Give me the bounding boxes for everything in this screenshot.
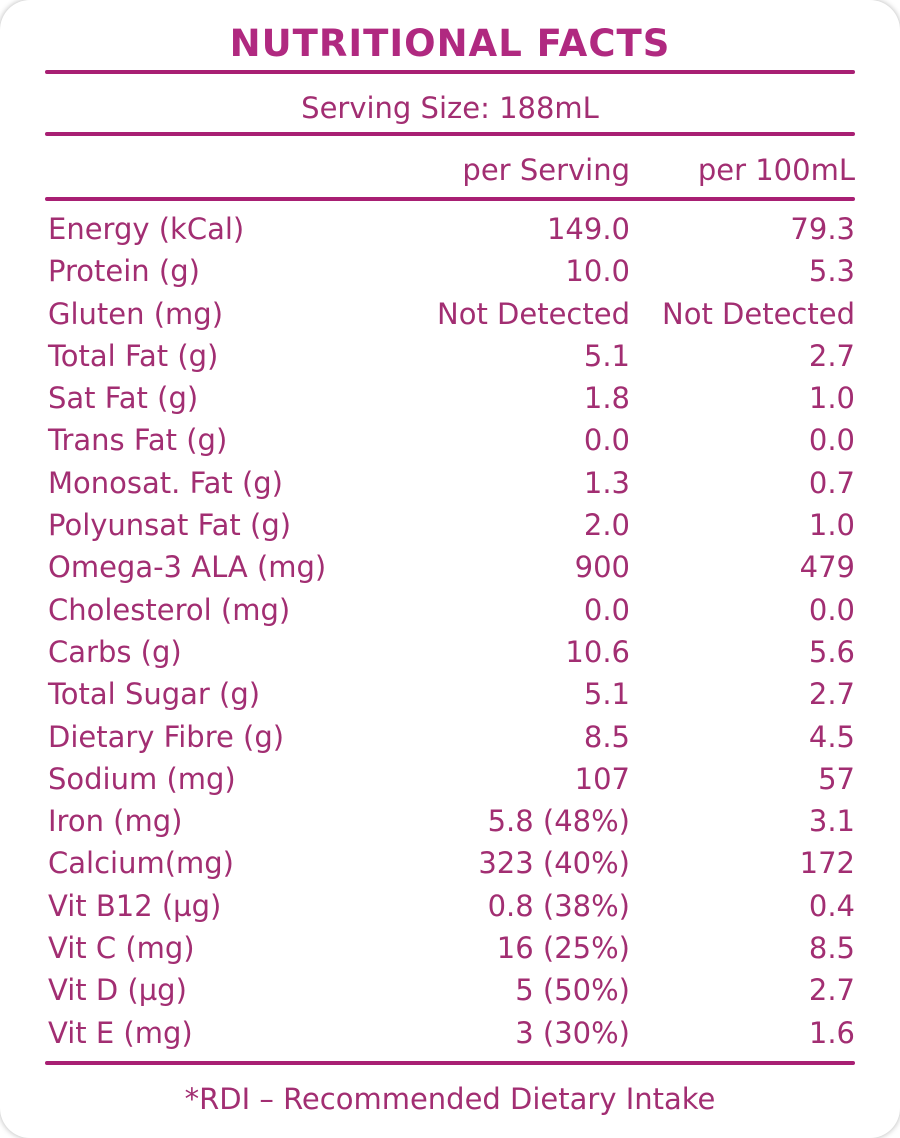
nutrient-per-serving-value: 8.5 xyxy=(583,719,630,754)
nutrient-per-serving-value: 1.3 xyxy=(583,465,630,500)
nutrient-per-100ml-value: 8.5 xyxy=(808,931,855,966)
table-row: Carbs (g) 10.6 5.6 xyxy=(0,631,900,673)
nutrient-per-serving-value: 2.0 xyxy=(583,508,630,543)
nutrient-label: Total Sugar (g) xyxy=(48,677,261,712)
table-row: Total Fat (g) 5.1 2.7 xyxy=(0,335,900,377)
nutrient-per-serving-value: 149.0 xyxy=(546,212,630,246)
nutrient-per-100ml-value: 2.7 xyxy=(808,973,855,1008)
column-header-per-serving: per Serving xyxy=(462,153,630,187)
table-row: Trans Fat (g) 0.0 0.0 xyxy=(0,419,900,461)
divider-serving xyxy=(45,132,855,136)
nutrient-per-serving-value: 900 xyxy=(574,550,630,585)
table-row: Calcium(mg) 323 (40%) 172 xyxy=(0,842,900,884)
nutrient-label: Total Fat (g) xyxy=(48,338,219,373)
divider-header xyxy=(45,197,855,201)
table-row: Vit C (mg) 16 (25%) 8.5 xyxy=(0,927,900,969)
nutrient-per-serving-value: 5.8 (48%) xyxy=(487,804,630,839)
serving-size-text: Serving Size: 188mL xyxy=(301,91,599,125)
nutrient-label: Protein (g) xyxy=(48,254,200,289)
divider-top xyxy=(45,70,855,74)
nutrient-label: Iron (mg) xyxy=(48,804,183,839)
nutrient-per-serving-value: 0.0 xyxy=(583,423,630,458)
nutrient-per-100ml-value: 0.4 xyxy=(808,888,855,923)
nutrient-table: Energy (kCal) 149.0 79.3 Protein (g) 10.0 5.3… xyxy=(0,201,900,1054)
table-row: Protein (g) 10.0 5.3 xyxy=(0,250,900,292)
nutrient-per-100ml-value: 4.5 xyxy=(808,719,855,754)
table-row: Omega-3 ALA (mg) 900 479 xyxy=(0,546,900,588)
table-row: Vit B12 (µg) 0.8 (38%) 0.4 xyxy=(0,885,900,927)
nutrient-label: Omega-3 ALA (mg) xyxy=(48,550,327,585)
nutrient-label: Vit B12 (µg) xyxy=(48,888,222,923)
nutrient-per-serving-value: 323 (40%) xyxy=(478,846,630,881)
nutrient-per-serving-value: Not Detected xyxy=(437,296,630,331)
nutrient-per-serving-value: 5 (50%) xyxy=(515,973,630,1008)
nutrient-per-100ml-value: 1.0 xyxy=(808,381,855,416)
table-row: Cholesterol (mg) 0.0 0.0 xyxy=(0,589,900,631)
nutrient-per-100ml-value: 172 xyxy=(799,846,855,881)
nutrient-per-serving-value: 1.8 xyxy=(583,381,630,416)
table-row: Vit D (µg) 5 (50%) 2.7 xyxy=(0,969,900,1011)
nutrient-label: Vit E (mg) xyxy=(48,1015,193,1050)
table-row: Dietary Fibre (g) 8.5 4.5 xyxy=(0,716,900,758)
nutrient-per-100ml-value: 57 xyxy=(818,761,855,796)
nutrient-per-100ml-value: Not Detected xyxy=(662,296,855,331)
nutrient-label: Carbs (g) xyxy=(48,634,182,669)
table-row: Monosat. Fat (g) 1.3 0.7 xyxy=(0,462,900,504)
nutrient-per-serving-value: 10.0 xyxy=(565,254,630,289)
table-row: Total Sugar (g) 5.1 2.7 xyxy=(0,673,900,715)
nutrient-label: Vit D (µg) xyxy=(48,973,187,1008)
nutrient-label: Energy (kCal) xyxy=(48,212,245,246)
table-row: Sodium (mg) 107 57 xyxy=(0,758,900,800)
nutrient-label: Sodium (mg) xyxy=(48,761,236,796)
table-row: Gluten (mg) Not Detected Not Detected xyxy=(0,293,900,335)
nutrient-per-serving-value: 3 (30%) xyxy=(515,1015,630,1050)
table-row: Sat Fat (g) 1.8 1.0 xyxy=(0,377,900,419)
page-title: NUTRITIONAL FACTS xyxy=(229,22,671,65)
nutrient-per-100ml-value: 2.7 xyxy=(808,677,855,712)
nutrient-per-100ml-value: 1.6 xyxy=(808,1015,855,1050)
nutrient-per-serving-value: 5.1 xyxy=(583,677,630,712)
nutrient-per-100ml-value: 0.0 xyxy=(808,592,855,627)
table-row: Energy (kCal) 149.0 79.3 xyxy=(0,208,900,250)
nutrient-label: Trans Fat (g) xyxy=(48,423,228,458)
divider-bottom xyxy=(45,1060,855,1065)
nutrient-per-serving-value: 0.8 (38%) xyxy=(487,888,630,923)
nutrient-per-serving-value: 5.1 xyxy=(583,338,630,373)
column-header-per-100ml: per 100mL xyxy=(697,153,855,187)
nutrient-per-100ml-value: 79.3 xyxy=(790,212,855,246)
column-header-row: per Serving per 100mL xyxy=(0,136,900,197)
nutrient-label: Sat Fat (g) xyxy=(48,381,199,416)
table-row: Polyunsat Fat (g) 2.0 1.0 xyxy=(0,504,900,546)
nutrient-per-100ml-value: 5.3 xyxy=(808,254,855,289)
nutrient-label: Calcium(mg) xyxy=(48,846,234,881)
nutrient-per-100ml-value: 0.7 xyxy=(808,465,855,500)
nutrient-per-serving-value: 10.6 xyxy=(565,634,630,669)
nutrient-per-100ml-value: 3.1 xyxy=(808,804,855,839)
nutrient-per-100ml-value: 479 xyxy=(799,550,855,585)
nutrient-per-100ml-value: 2.7 xyxy=(808,338,855,373)
nutrient-per-100ml-value: 1.0 xyxy=(808,508,855,543)
rdi-footnote: *RDI – Recommended Dietary Intake xyxy=(184,1081,716,1116)
nutrient-label: Monosat. Fat (g) xyxy=(48,465,283,500)
nutrient-per-serving-value: 16 (25%) xyxy=(496,931,630,966)
table-row: Iron (mg) 5.8 (48%) 3.1 xyxy=(0,800,900,842)
nutrient-per-serving-value: 0.0 xyxy=(583,592,630,627)
nutrient-per-100ml-value: 5.6 xyxy=(808,634,855,669)
nutrient-label: Dietary Fibre (g) xyxy=(48,719,285,754)
nutrient-per-100ml-value: 0.0 xyxy=(808,423,855,458)
nutrient-label: Cholesterol (mg) xyxy=(48,592,291,627)
nutrient-label: Polyunsat Fat (g) xyxy=(48,508,292,543)
nutrient-label: Gluten (mg) xyxy=(48,296,224,331)
nutrient-label: Vit C (mg) xyxy=(48,931,195,966)
table-row: Vit E (mg) 3 (30%) 1.6 xyxy=(0,1012,900,1054)
nutrient-per-serving-value: 107 xyxy=(574,761,630,796)
